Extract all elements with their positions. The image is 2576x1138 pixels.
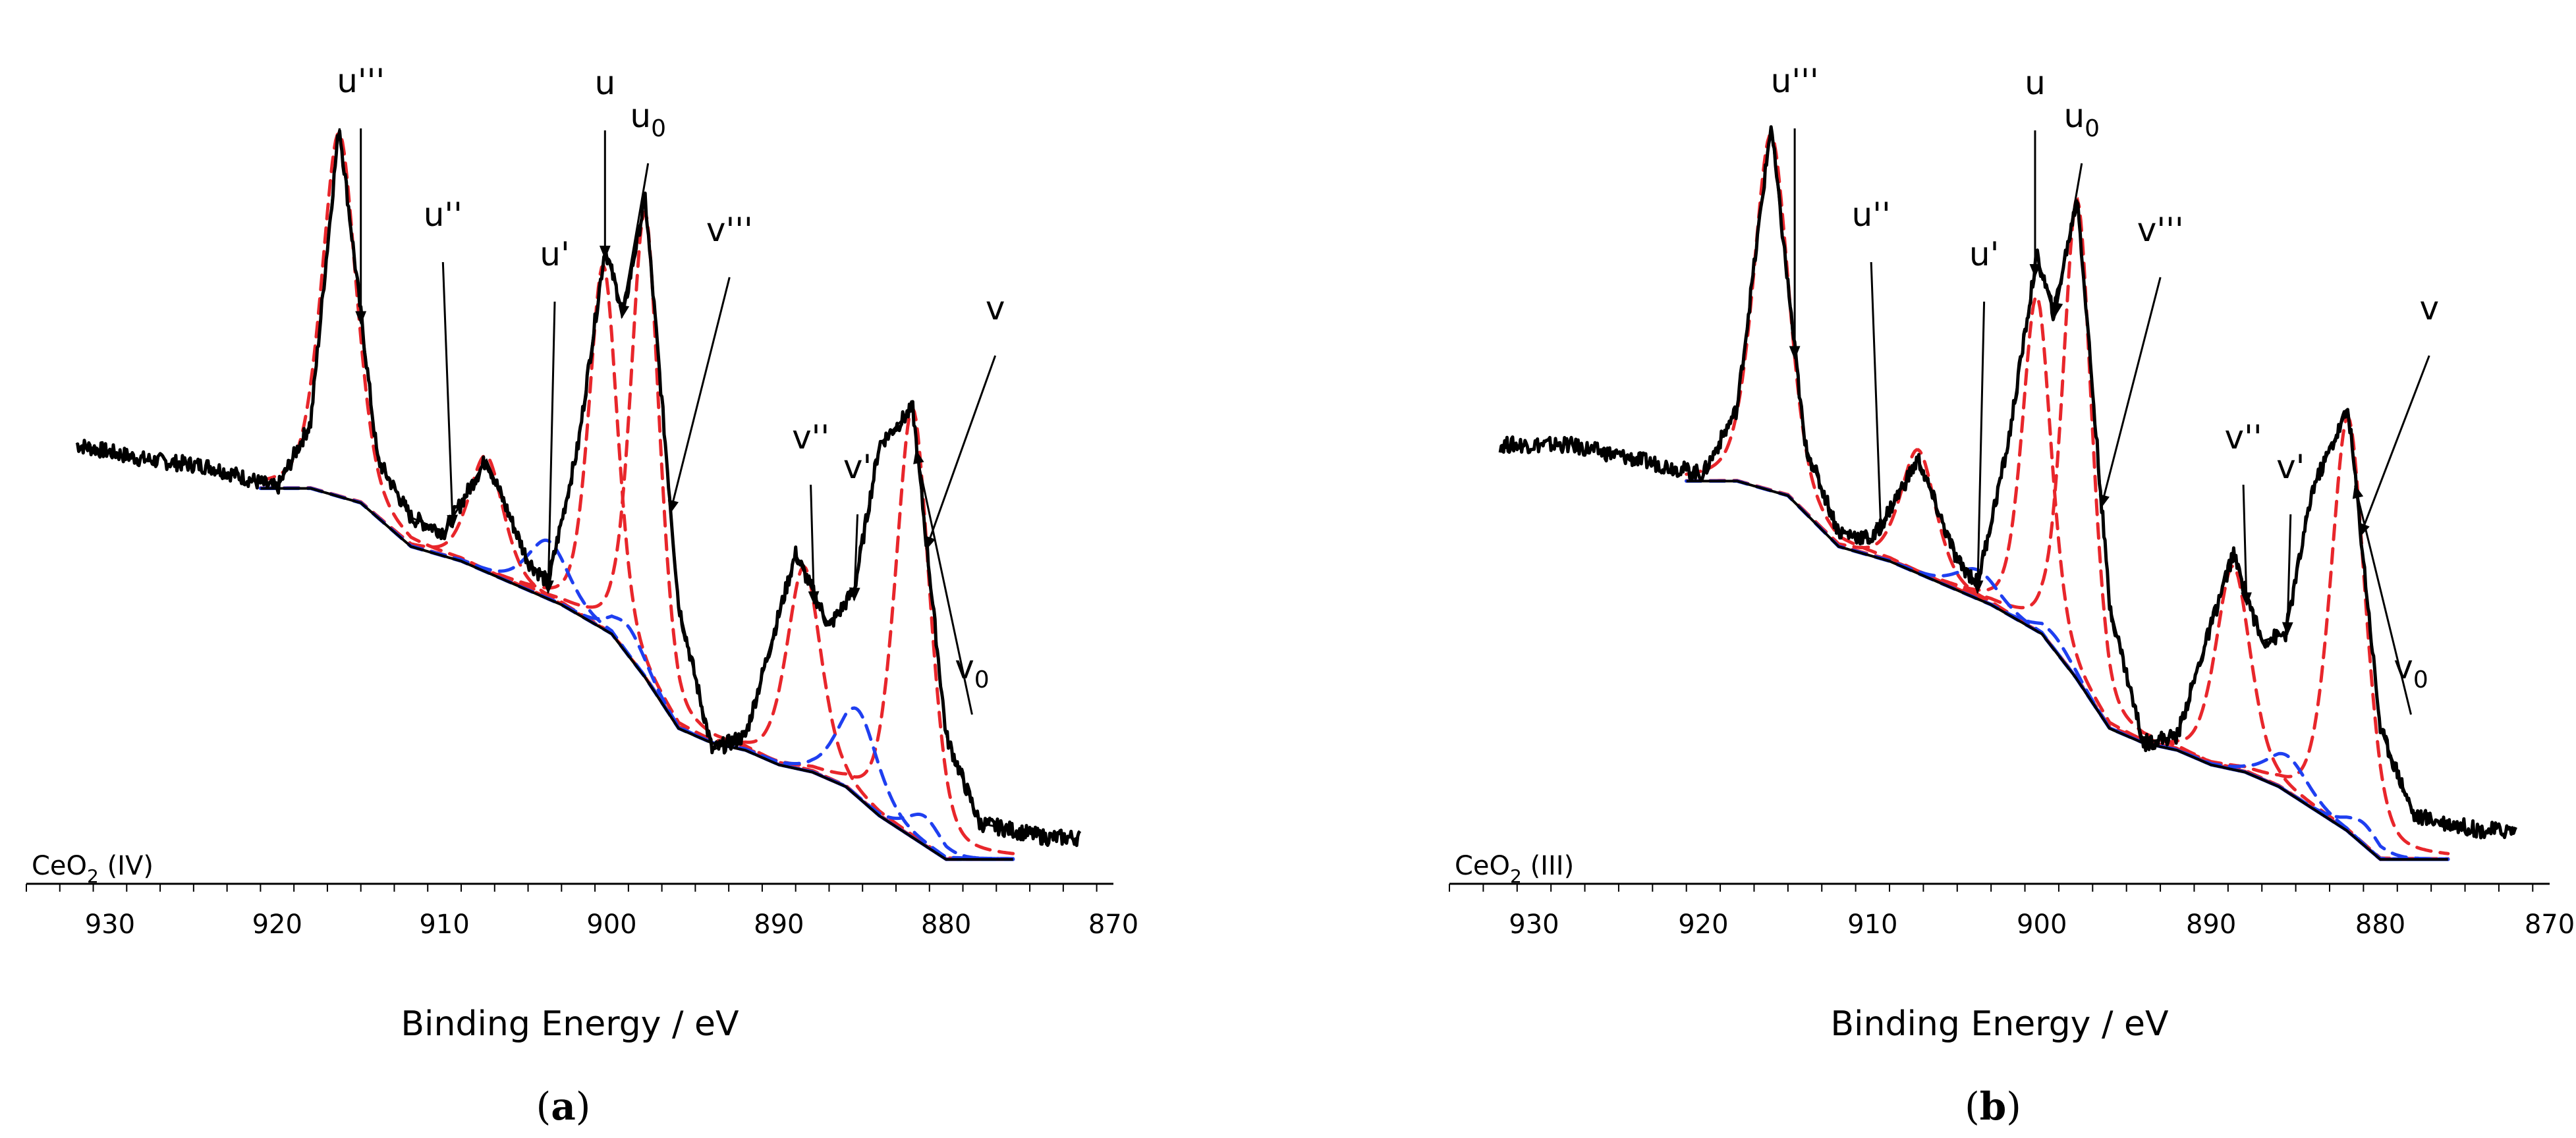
peak-label: v0	[955, 648, 990, 693]
annotation-arrow	[849, 514, 860, 602]
x-tick-label: 880	[2355, 909, 2405, 940]
x-tick-label: 900	[586, 909, 636, 940]
peak-annotation: u'	[1969, 235, 1999, 595]
peak-label: v'''	[2137, 211, 2184, 249]
peak-annotation: v0	[2352, 484, 2428, 715]
x-tick-label: 890	[754, 909, 804, 940]
peak-label: u0	[630, 97, 666, 142]
panel-caption: (b)	[1965, 1084, 2021, 1129]
annotation-arrow	[925, 355, 997, 551]
x-tick-label: 890	[2186, 909, 2236, 940]
annotation-arrow	[2359, 355, 2430, 538]
peak-label: v'	[2276, 448, 2305, 486]
peak-annotation: v''	[792, 418, 829, 605]
peak-label: v	[2419, 289, 2439, 327]
peak-label: u	[594, 64, 615, 102]
x-tick-label: 910	[1847, 909, 1897, 940]
peak-annotation: v0	[913, 449, 990, 715]
peak-label: v''	[792, 418, 829, 456]
peak-annotation: u0	[618, 97, 666, 319]
x-tick-label: 920	[1678, 909, 1728, 940]
panel-a: 930 920 910 900 890 880 870 Binding Energy / eV…	[26, 62, 1138, 1129]
annotation-arrow	[667, 277, 731, 514]
measured-spectrum	[75, 129, 1082, 848]
peak-annotation: v'	[843, 448, 872, 602]
sample-label: CeO2 (IV)	[32, 851, 154, 887]
peak-annotation: v''	[2225, 418, 2262, 607]
peak-annotation: u'''	[1771, 62, 1819, 360]
annotation-arrow	[618, 163, 650, 319]
panel-b: 930 920 910 900 890 880 870 Binding Energy / eV…	[1449, 62, 2575, 1129]
peak-label: v''	[2225, 418, 2262, 456]
annotation-arrow	[2052, 163, 2083, 317]
fit-component-u	[1685, 293, 2450, 861]
annotation-arrow	[1972, 301, 1986, 595]
fit-component-u	[258, 262, 1015, 861]
peak-label: u''	[424, 196, 462, 234]
x-tick-label: 880	[921, 909, 971, 940]
measured-spectrum	[1498, 125, 2517, 840]
panel-caption: (a)	[536, 1084, 591, 1129]
peak-annotation: u'''	[337, 62, 385, 325]
x-tick-label: 910	[419, 909, 469, 940]
x-tick-label: 930	[85, 909, 135, 940]
peak-label: v'''	[706, 211, 753, 249]
fit-component-v	[258, 405, 1015, 855]
x-axis-label: Binding Energy / eV	[1830, 1004, 2169, 1044]
background-line	[260, 487, 1013, 861]
peak-annotation: u''	[424, 196, 462, 529]
ce3-component-up	[258, 486, 1015, 861]
annotation-arrow	[2352, 484, 2412, 715]
x-axis-label: Binding Energy / eV	[401, 1004, 739, 1044]
peak-annotation: v'''	[2098, 211, 2184, 509]
annotation-arrow	[808, 484, 820, 605]
annotation-arrow	[2098, 277, 2162, 509]
x-tick-label: 900	[2017, 909, 2067, 940]
peak-annotation: v'''	[667, 211, 753, 514]
annotation-arrow	[2282, 514, 2293, 636]
peak-label: u	[2025, 64, 2046, 102]
ce3-component-vp	[258, 487, 1015, 861]
peak-label: v0	[2394, 648, 2428, 693]
x-tick-label: 870	[2525, 909, 2575, 940]
x-tick-label: 870	[1088, 909, 1138, 940]
peak-annotation: v'	[2276, 448, 2305, 636]
fit-component-vpp	[258, 486, 1015, 861]
peak-label: u'	[1969, 235, 1999, 273]
peak-annotation: u0	[2052, 97, 2100, 317]
peak-annotation: u'	[540, 235, 570, 595]
peak-annotation: v	[2359, 289, 2439, 538]
background-line	[1686, 479, 2448, 861]
annotation-arrow	[441, 261, 458, 529]
peak-label: u''	[1852, 196, 1891, 234]
annotation-arrow	[543, 301, 556, 595]
annotation-arrow	[1870, 261, 1886, 536]
x-tick-label: 920	[252, 909, 302, 940]
peak-label: u0	[2063, 97, 2100, 142]
peak-annotation: u''	[1852, 196, 1891, 536]
peak-annotation: u	[2025, 64, 2046, 279]
annotation-arrow	[2241, 484, 2252, 607]
ce3-component-u0	[258, 487, 1015, 861]
ce3-component-v0	[258, 487, 1015, 861]
annotation-arrow	[913, 449, 973, 715]
peak-label: v'	[843, 448, 872, 486]
peak-label: u'''	[337, 62, 385, 100]
peak-annotation: u	[594, 64, 615, 260]
fit-component-v	[1685, 414, 2450, 855]
sample-label: CeO2 (III)	[1455, 851, 1574, 887]
peak-annotation: v	[925, 289, 1005, 551]
peak-label: u'''	[1771, 62, 1819, 100]
peak-label: u'	[540, 235, 569, 273]
fit-component-vppp	[258, 208, 1015, 861]
peak-label: v	[986, 289, 1005, 327]
x-tick-label: 930	[1509, 909, 1559, 940]
